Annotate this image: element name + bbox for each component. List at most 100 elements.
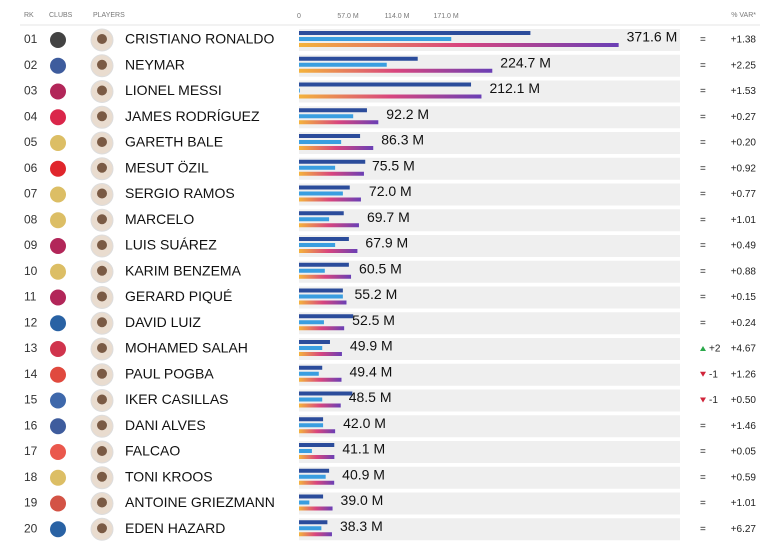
x-tick-label: 57.0 M — [337, 13, 359, 20]
variation: +4.67 — [731, 344, 757, 355]
value-label: 42.0 M — [343, 415, 386, 431]
value-label: 371.6 M — [627, 29, 678, 45]
club-badge — [50, 109, 66, 126]
variation: +2.25 — [731, 60, 757, 71]
bar-secondary — [299, 449, 312, 453]
bar-primary — [299, 211, 344, 216]
variation: +0.05 — [731, 447, 757, 458]
player-head — [97, 317, 107, 328]
bar-total — [299, 532, 332, 537]
value-label: 39.0 M — [341, 492, 384, 508]
row-background — [299, 363, 680, 386]
rank: 11 — [24, 290, 37, 304]
bar-primary — [299, 82, 472, 87]
bar-primary — [299, 417, 324, 422]
bar-primary — [299, 288, 343, 293]
bar-secondary — [299, 165, 336, 170]
bar-primary — [299, 314, 354, 319]
x-tick-label: 0 — [297, 13, 301, 20]
bar-total — [299, 352, 342, 356]
value-label: 52.5 M — [352, 312, 395, 328]
bar-total — [299, 429, 336, 434]
player-head — [97, 446, 107, 456]
player-name: GARETH BALE — [125, 134, 223, 150]
row-background — [299, 106, 680, 129]
club-badge — [50, 135, 66, 151]
row-background — [299, 286, 680, 309]
player-head — [97, 214, 107, 225]
move-label: = — [700, 189, 706, 200]
club-badge — [50, 444, 66, 460]
player-name: DAVID LUIZ — [125, 314, 201, 330]
club-badge — [50, 418, 66, 435]
bar-primary — [299, 443, 335, 447]
player-head — [97, 265, 107, 276]
player-name: IKER CASILLAS — [125, 391, 229, 407]
rank: 19 — [24, 496, 38, 510]
player-head — [97, 471, 107, 482]
value-label: 72.0 M — [369, 183, 412, 199]
player-head — [97, 34, 107, 44]
bar-total — [299, 43, 619, 47]
bar-primary — [299, 108, 367, 113]
x-tick-label: 114.0 M — [385, 13, 410, 20]
player-name: KARIM BENZEMA — [125, 262, 242, 278]
rank: 09 — [24, 238, 38, 252]
rank: 08 — [24, 212, 38, 226]
player-name: TONI KROOS — [125, 468, 213, 484]
bar-primary — [299, 134, 361, 138]
move-label: = — [700, 318, 706, 329]
player-name: PAUL POGBA — [125, 365, 214, 381]
bar-primary — [299, 494, 324, 499]
club-badge — [50, 392, 66, 409]
variation: +1.46 — [731, 421, 757, 432]
club-badge — [50, 469, 66, 486]
player-name: GERARD PIQUÉ — [125, 288, 232, 304]
bar-secondary — [299, 294, 343, 299]
club-badge — [50, 212, 66, 229]
player-head — [97, 368, 107, 379]
bar-total — [299, 171, 364, 176]
header-var: % VAR* — [731, 12, 756, 19]
move-arrow — [700, 397, 706, 403]
value-label: 49.4 M — [349, 363, 392, 379]
rank: 04 — [24, 109, 38, 123]
rank: 01 — [24, 32, 38, 46]
bar-total — [299, 197, 361, 202]
rank: 17 — [24, 444, 38, 458]
club-badge — [50, 315, 66, 332]
rank: 13 — [24, 341, 38, 355]
rank: 10 — [24, 264, 38, 278]
bar-primary — [299, 340, 330, 344]
bar-primary — [299, 56, 418, 61]
bar-secondary — [299, 114, 354, 119]
bar-total — [299, 506, 333, 511]
variation: +0.77 — [731, 189, 757, 200]
bar-primary — [299, 262, 349, 267]
bar-total — [299, 146, 374, 150]
rank: 16 — [24, 418, 38, 432]
move-label: = — [700, 112, 706, 123]
bar-secondary — [299, 88, 300, 93]
move-label: = — [700, 163, 706, 174]
bar-primary — [299, 237, 349, 241]
move-label: = — [700, 138, 706, 149]
value-label: 69.7 M — [367, 209, 410, 225]
player-name: MESUT ÖZIL — [125, 158, 209, 175]
bar-total — [299, 455, 335, 459]
move-label: = — [700, 421, 706, 432]
move-label: = — [700, 447, 706, 458]
variation: +1.01 — [731, 498, 757, 509]
club-badge — [50, 160, 66, 177]
rank: 18 — [24, 470, 38, 484]
bar-secondary — [299, 243, 336, 247]
move-label: = — [700, 524, 706, 535]
variation: +0.88 — [731, 266, 757, 277]
bar-secondary — [299, 217, 330, 222]
player-name: CRISTIANO RONALDO — [125, 31, 274, 47]
bar-primary — [299, 468, 330, 473]
bar-secondary — [299, 62, 387, 67]
club-badge — [50, 263, 66, 280]
bar-secondary — [299, 346, 323, 350]
